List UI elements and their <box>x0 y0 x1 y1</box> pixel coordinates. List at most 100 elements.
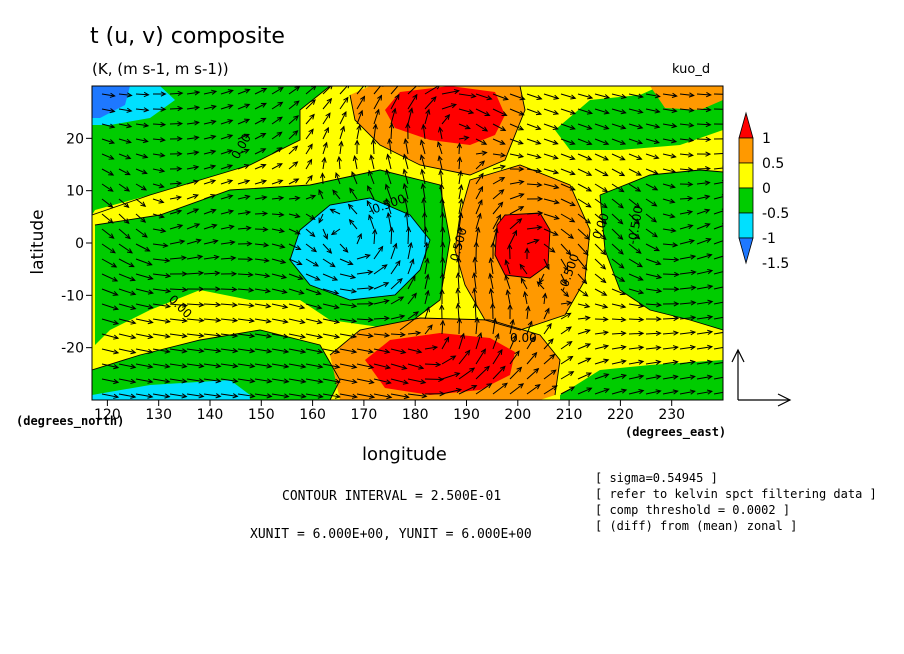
wind-vector <box>339 303 357 307</box>
wind-vector-head <box>619 276 626 282</box>
wind-vector-head <box>655 359 662 365</box>
wind-vector-head <box>399 331 406 338</box>
wind-vector <box>322 228 328 239</box>
wind-vector-head <box>567 355 574 362</box>
chart-units: (K, (m s-1, m s-1)) <box>92 60 229 78</box>
reference-vector-u-head <box>777 393 792 407</box>
wind-vector-head <box>586 124 593 130</box>
wind-vector-head <box>421 197 427 204</box>
wind-vector <box>543 338 554 350</box>
wind-vector-head <box>437 155 443 162</box>
wind-vector-head <box>368 169 373 176</box>
wind-vector <box>543 138 558 145</box>
wind-vector-head <box>410 275 416 282</box>
wind-vector <box>305 129 314 140</box>
wind-vector <box>628 183 641 192</box>
wind-vector-head <box>247 256 254 262</box>
wind-vector-head <box>672 374 679 380</box>
wind-vector <box>118 108 132 112</box>
wind-vector-head <box>318 188 324 196</box>
wind-vector <box>509 383 524 395</box>
wind-vector-head <box>229 240 236 246</box>
wind-vector-head <box>537 196 544 202</box>
wind-vector-head <box>424 306 430 313</box>
wind-vector <box>407 378 426 384</box>
wind-vector <box>186 180 199 185</box>
wind-vector-head <box>690 300 697 306</box>
wind-vector-head <box>671 92 678 99</box>
wind-vector <box>101 138 115 144</box>
wind-vector <box>403 154 409 170</box>
colorbar-label: 0.5 <box>762 156 784 172</box>
wind-vector-head <box>687 224 694 230</box>
wind-vector <box>628 108 643 113</box>
reference-vector <box>731 348 792 407</box>
wind-vector <box>424 258 429 275</box>
wind-vector <box>458 136 469 140</box>
wind-vector-head <box>583 249 589 256</box>
wind-vector <box>356 271 373 275</box>
region-red-central <box>495 213 550 278</box>
wind-vector-head <box>456 256 462 263</box>
wind-vector-head <box>654 108 661 114</box>
wind-vector-head <box>584 315 591 321</box>
wind-vector-head <box>381 264 388 270</box>
wind-vector-head <box>130 290 137 296</box>
wind-vector <box>407 227 410 245</box>
wind-vector <box>713 153 723 155</box>
wind-vector-head <box>231 302 238 308</box>
wind-vector-head <box>397 278 403 284</box>
wind-vector <box>611 318 626 321</box>
wind-vector <box>135 333 153 338</box>
wind-vector <box>645 303 661 306</box>
wind-vector-head <box>130 378 137 384</box>
wind-vector-head <box>585 218 592 224</box>
wind-vector <box>288 178 299 185</box>
wind-vector-head <box>602 330 610 336</box>
wind-vector <box>560 273 567 285</box>
wind-vector-head <box>164 378 171 384</box>
wind-vector <box>526 226 542 230</box>
wind-vector-head <box>420 168 426 175</box>
wind-vector <box>220 89 233 95</box>
wind-vector-head <box>584 303 591 309</box>
wind-vector-head <box>325 112 331 119</box>
wind-vector-head <box>248 302 255 308</box>
wind-vector <box>713 286 723 290</box>
wind-vector-head <box>165 273 172 279</box>
wind-vector <box>713 167 723 170</box>
wind-vector <box>713 391 723 395</box>
wind-vector <box>611 346 626 350</box>
wind-vector <box>696 93 711 96</box>
wind-vector <box>662 213 675 218</box>
wind-vector <box>305 159 312 170</box>
wind-vector-head <box>524 247 530 254</box>
wind-vector-head <box>278 195 285 201</box>
wind-vector-head <box>652 169 660 175</box>
wind-vector-head <box>129 276 136 282</box>
wind-vector-head <box>227 104 234 110</box>
wind-vector-head <box>472 256 478 263</box>
wind-vector <box>135 378 153 383</box>
wind-vector <box>237 363 255 367</box>
wind-vector-head <box>248 287 255 293</box>
vector-scale: XUNIT = 6.000E+00, YUNIT = 6.000E+00 <box>250 527 532 542</box>
wind-vector-head <box>367 333 374 339</box>
wind-vector <box>594 243 606 255</box>
wind-vector-head <box>672 345 679 351</box>
wind-vector <box>305 288 321 295</box>
wind-vector <box>203 333 221 337</box>
wind-vector-head <box>231 286 238 293</box>
wind-vector <box>135 243 150 252</box>
wind-vector-head <box>181 255 188 261</box>
wind-vector-head <box>351 393 358 399</box>
wind-vector <box>475 108 490 116</box>
wind-vector-head <box>277 179 284 185</box>
wind-vectors <box>101 86 723 400</box>
wind-vector-head <box>455 287 461 294</box>
wind-vector <box>421 169 426 185</box>
wind-vector <box>271 163 283 170</box>
wind-vector-head <box>130 393 137 399</box>
wind-vector <box>560 153 575 160</box>
wind-vector-head <box>260 148 267 154</box>
